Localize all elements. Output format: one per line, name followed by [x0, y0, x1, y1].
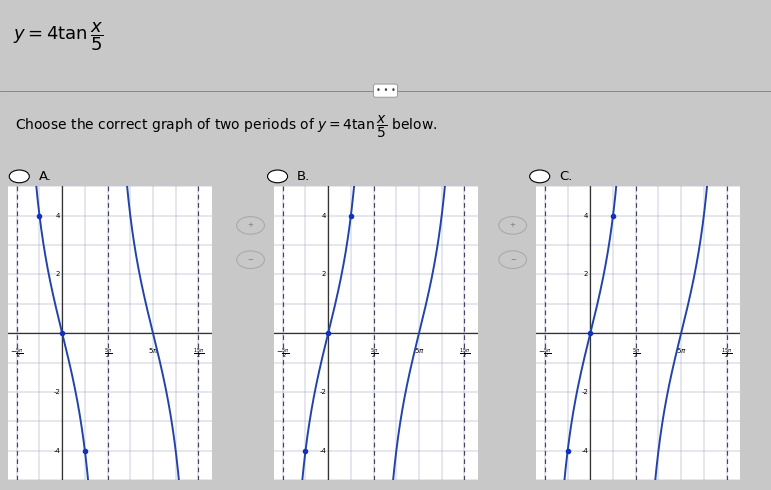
Text: $\frac{5\pi}{2}$: $\frac{5\pi}{2}$: [103, 346, 112, 361]
Text: +: +: [510, 222, 516, 228]
Text: -4: -4: [319, 448, 326, 454]
Text: 4: 4: [56, 213, 60, 219]
Text: C.: C.: [559, 170, 572, 183]
Text: • • •: • • •: [375, 86, 396, 95]
Text: A.: A.: [39, 170, 52, 183]
Text: Choose the correct graph of two periods of $y = 4\tan\dfrac{x}{5}$ below.: Choose the correct graph of two periods …: [15, 114, 438, 140]
Text: 2: 2: [56, 271, 60, 277]
Text: $y = 4\tan\dfrac{x}{5}$: $y = 4\tan\dfrac{x}{5}$: [13, 20, 103, 53]
Text: +: +: [247, 222, 254, 228]
Text: $\frac{15\pi}{2}$: $\frac{15\pi}{2}$: [459, 346, 470, 361]
Text: $5\pi$: $5\pi$: [413, 346, 424, 355]
Text: $-\frac{5\pi}{2}$: $-\frac{5\pi}{2}$: [276, 346, 290, 361]
Text: $-\frac{5\pi}{2}$: $-\frac{5\pi}{2}$: [10, 346, 24, 361]
Text: −: −: [247, 257, 254, 263]
Text: −: −: [510, 257, 516, 263]
Text: -4: -4: [53, 448, 60, 454]
Text: $\frac{5\pi}{2}$: $\frac{5\pi}{2}$: [369, 346, 378, 361]
Text: B.: B.: [297, 170, 310, 183]
Text: 2: 2: [584, 271, 588, 277]
Text: -4: -4: [581, 448, 588, 454]
Text: $\frac{15\pi}{2}$: $\frac{15\pi}{2}$: [721, 346, 732, 361]
Text: $\frac{5\pi}{2}$: $\frac{5\pi}{2}$: [631, 346, 640, 361]
Text: -2: -2: [53, 389, 60, 395]
Text: 4: 4: [584, 213, 588, 219]
Text: $-\frac{5\pi}{2}$: $-\frac{5\pi}{2}$: [538, 346, 552, 361]
Text: $5\pi$: $5\pi$: [147, 346, 158, 355]
Text: $\frac{15\pi}{2}$: $\frac{15\pi}{2}$: [193, 346, 204, 361]
Text: -2: -2: [319, 389, 326, 395]
Text: 2: 2: [322, 271, 326, 277]
Text: 4: 4: [322, 213, 326, 219]
Text: $5\pi$: $5\pi$: [675, 346, 686, 355]
Text: -2: -2: [581, 389, 588, 395]
